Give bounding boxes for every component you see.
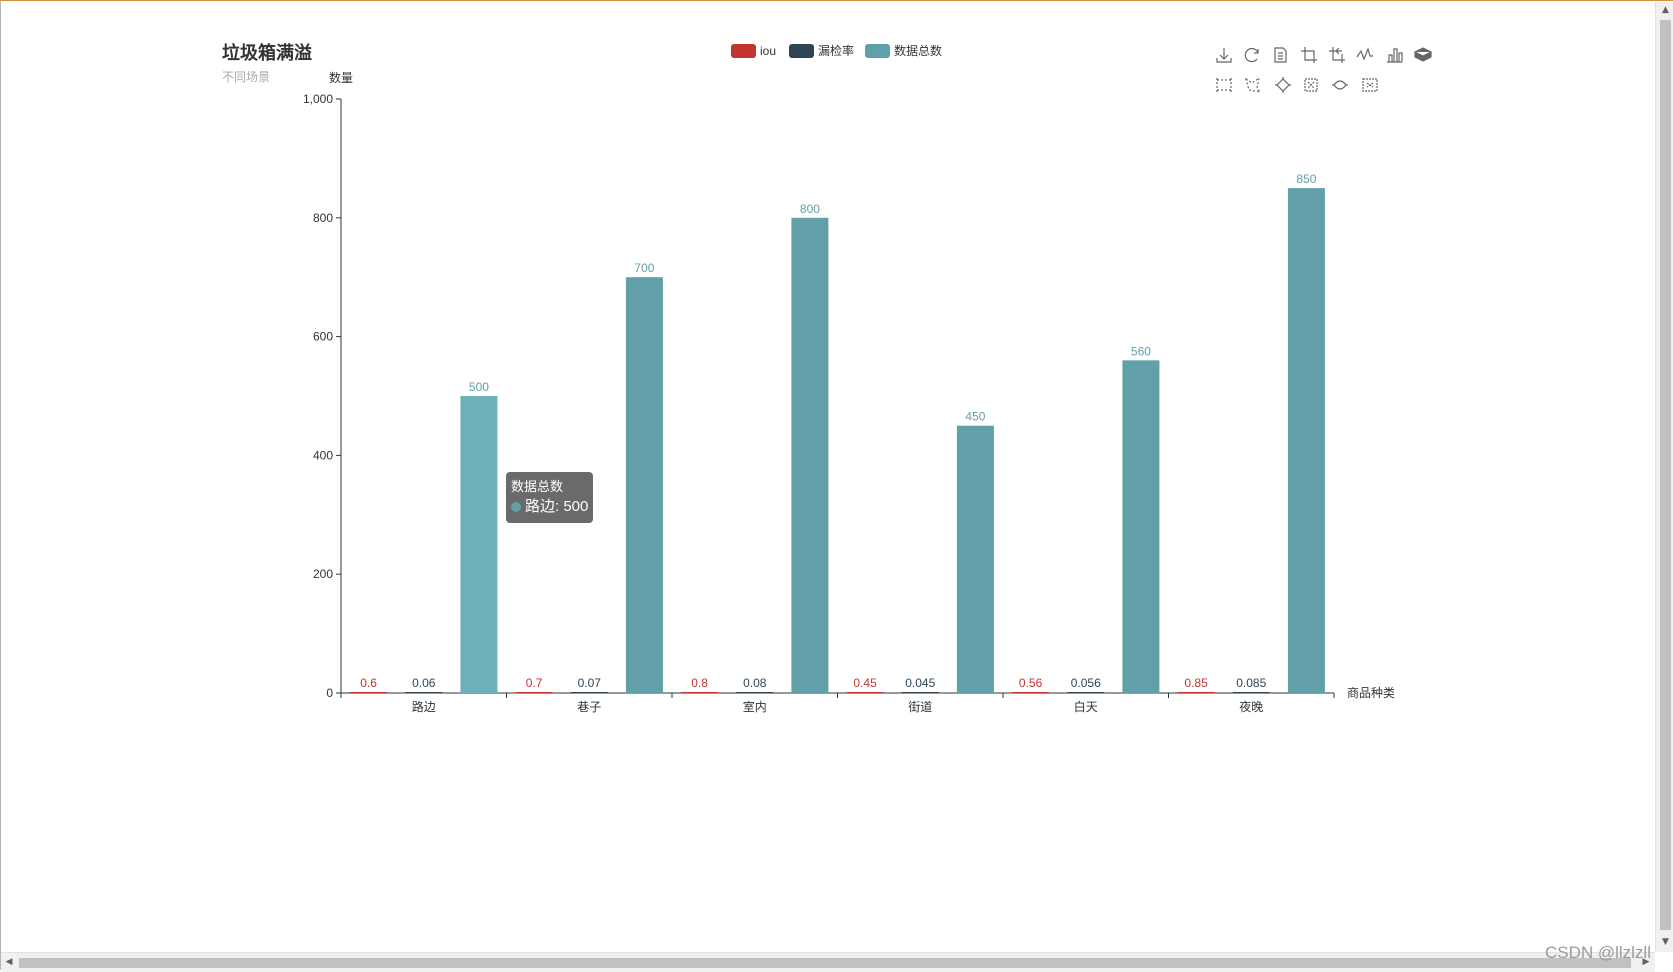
data-label-0-1: 0.7 (526, 676, 543, 690)
y-tick-label: 1,000 (303, 92, 333, 106)
vertical-scrollbar-thumb[interactable] (1660, 20, 1671, 930)
x-axis-title: 商品种类 (1347, 685, 1395, 700)
data-label-0-0: 0.6 (360, 676, 377, 690)
bar-1-5[interactable] (1232, 692, 1270, 693)
bar-0-2[interactable] (681, 692, 719, 693)
bar-0-3[interactable] (846, 692, 884, 693)
tooltip-value: 路边: 500 (525, 498, 589, 515)
y-tick-label: 600 (313, 330, 333, 344)
watermark: CSDN @llzlzll (1544, 943, 1651, 962)
scroll-down-arrow-icon[interactable]: ▼ (1662, 937, 1669, 947)
data-label-1-4: 0.056 (1071, 676, 1101, 690)
bar-2-0[interactable] (460, 396, 498, 693)
data-label-2-3: 450 (965, 410, 985, 424)
y-tick-label: 0 (326, 686, 333, 700)
y-tick-label: 800 (313, 211, 333, 225)
y-tick-label: 400 (313, 448, 333, 462)
data-label-0-2: 0.8 (691, 676, 708, 690)
bar-2-3[interactable] (956, 425, 994, 693)
data-label-2-4: 560 (1131, 344, 1151, 358)
tooltip-title: 数据总数 (511, 479, 564, 494)
data-label-0-3: 0.45 (853, 676, 877, 690)
keep-select-icon[interactable] (1274, 76, 1292, 94)
bar-1-0[interactable] (405, 692, 443, 693)
crop-icon[interactable] (1300, 46, 1318, 64)
rect-select-icon[interactable] (1215, 76, 1233, 94)
bar-1-1[interactable] (570, 692, 608, 693)
clear-brush-icon[interactable] (1361, 76, 1379, 94)
scroll-right-arrow-icon[interactable]: ▶ (1642, 957, 1650, 967)
scroll-left-arrow-icon[interactable]: ◀ (5, 957, 13, 967)
y-axis-title: 数量 (329, 70, 353, 85)
x-tick-label: 路边 (412, 699, 436, 714)
bar-0-5[interactable] (1177, 692, 1215, 693)
data-label-2-1: 700 (634, 261, 654, 275)
x-tick-label: 夜晚 (1239, 699, 1263, 714)
data-label-1-0: 0.06 (412, 676, 436, 690)
tooltip-row: 路边: 500 (511, 496, 588, 518)
data-view-icon[interactable] (1271, 46, 1289, 64)
brush-icon[interactable] (1331, 76, 1349, 94)
legend-label: 数据总数 (894, 43, 942, 58)
data-label-1-5: 0.085 (1236, 676, 1266, 690)
data-label-0-5: 0.85 (1184, 676, 1208, 690)
bar-0-0[interactable] (350, 692, 388, 693)
legend-swatch (731, 44, 756, 58)
data-label-1-3: 0.045 (905, 676, 935, 690)
legend-item-2[interactable]: 数据总数 (865, 43, 942, 58)
chart-title: 垃圾箱满溢 (222, 42, 312, 63)
tooltip-marker (511, 502, 521, 512)
legend-label: 漏检率 (818, 43, 854, 58)
download-icon[interactable] (1215, 46, 1233, 64)
data-label-1-1: 0.07 (578, 676, 602, 690)
bar-2-1[interactable] (625, 277, 663, 693)
data-label-2-0: 500 (469, 380, 489, 394)
bar-0-4[interactable] (1012, 692, 1050, 693)
stack-icon[interactable] (1413, 46, 1433, 64)
bar-2-5[interactable] (1287, 188, 1325, 693)
crop-back-icon[interactable] (1328, 46, 1346, 64)
data-label-2-5: 850 (1296, 172, 1316, 186)
horizontal-scrollbar-thumb[interactable] (19, 958, 1631, 968)
chart-tooltip: 数据总数 路边: 500 (506, 472, 594, 523)
data-label-0-4: 0.56 (1019, 676, 1043, 690)
bar-0-1[interactable] (515, 692, 553, 693)
bar-type-icon[interactable] (1385, 46, 1403, 64)
clear-select-icon[interactable] (1302, 76, 1320, 94)
bar-1-2[interactable] (736, 692, 774, 693)
line-type-icon[interactable] (1356, 46, 1374, 64)
legend-item-0[interactable]: iou (731, 44, 776, 58)
legend-label: iou (760, 44, 776, 58)
polygon-select-icon[interactable] (1244, 76, 1262, 94)
bar-2-2[interactable] (791, 217, 829, 694)
legend-item-1[interactable]: 漏检率 (789, 43, 854, 58)
chart-subtitle: 不同场景 (222, 70, 270, 84)
x-tick-label: 街道 (908, 700, 932, 714)
x-tick-label: 室内 (743, 699, 767, 714)
legend-swatch (789, 44, 814, 58)
bar-1-3[interactable] (901, 692, 939, 693)
refresh-icon[interactable] (1243, 46, 1261, 64)
bar-2-4[interactable] (1122, 360, 1160, 693)
x-tick-label: 白天 (1074, 699, 1098, 714)
horizontal-scrollbar[interactable]: ◀ ▶ (1, 952, 1655, 972)
x-tick-label: 巷子 (577, 700, 601, 714)
data-label-2-2: 800 (800, 202, 820, 216)
legend-swatch (865, 44, 890, 58)
data-label-1-2: 0.08 (743, 676, 767, 690)
y-tick-label: 200 (313, 567, 333, 581)
bar-1-4[interactable] (1067, 692, 1105, 693)
scroll-up-arrow-icon[interactable]: ▲ (1662, 5, 1669, 15)
vertical-scrollbar[interactable]: ▲ ▼ (1655, 2, 1673, 952)
